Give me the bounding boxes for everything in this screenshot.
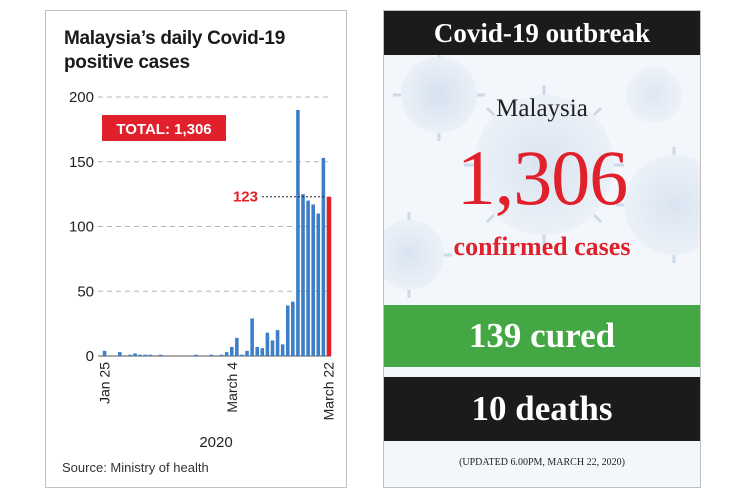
total-badge bbox=[102, 115, 226, 141]
bar bbox=[240, 354, 244, 356]
bar bbox=[311, 204, 315, 356]
bar bbox=[229, 346, 234, 356]
bar bbox=[291, 301, 295, 356]
x-tick-label: Jan 25 bbox=[97, 362, 113, 404]
bar bbox=[224, 352, 229, 356]
country-label: Malaysia bbox=[496, 95, 588, 122]
total-badge-label: TOTAL: 1,306 bbox=[116, 121, 211, 138]
bar bbox=[148, 354, 153, 356]
source-note: Source: Ministry of health bbox=[62, 460, 209, 475]
cured-banner: 139 cured bbox=[384, 305, 700, 367]
virus-background-illustration bbox=[384, 55, 700, 298]
bar bbox=[296, 109, 300, 356]
bar bbox=[219, 354, 224, 356]
bar-chart: 0 50 100 150 200 123 TOTAL: 1,306 Jan 25 March 4… bbox=[69, 89, 336, 451]
chart-title: Malaysia’s daily Covid-19 positive cases bbox=[64, 28, 285, 73]
bar bbox=[235, 337, 239, 356]
info-panel: Covid-19 outbreak Malaysia 1,306 confirm… bbox=[383, 10, 701, 488]
deaths-banner: 10 deaths bbox=[384, 377, 700, 441]
bar bbox=[143, 354, 148, 356]
chart-panel: Malaysia’s daily Covid-19 positive cases… bbox=[45, 10, 347, 488]
x-tick-label: March 4 bbox=[224, 362, 240, 413]
bar bbox=[275, 330, 280, 356]
bar bbox=[326, 196, 332, 356]
bar bbox=[250, 318, 254, 356]
outbreak-header: Covid-19 outbreak bbox=[384, 11, 700, 55]
bar bbox=[265, 332, 270, 356]
bar bbox=[133, 353, 137, 356]
y-tick-label: 200 bbox=[69, 89, 94, 106]
bar bbox=[128, 354, 132, 356]
bar bbox=[245, 350, 249, 356]
bar bbox=[306, 200, 310, 356]
y-tick-label: 100 bbox=[69, 219, 94, 236]
bar bbox=[260, 348, 265, 356]
y-tick-label: 50 bbox=[77, 283, 94, 300]
bar bbox=[138, 354, 142, 356]
bar bbox=[194, 354, 198, 356]
bar bbox=[118, 352, 122, 356]
bar bbox=[158, 354, 163, 356]
confirmed-cases-label: confirmed cases bbox=[453, 232, 631, 261]
y-tick-label: 0 bbox=[86, 348, 94, 365]
bar bbox=[301, 194, 305, 356]
bar bbox=[255, 346, 259, 356]
bar bbox=[270, 340, 275, 356]
x-tick-label: March 22 bbox=[320, 362, 336, 421]
bar bbox=[102, 350, 107, 356]
y-tick-label: 150 bbox=[69, 154, 94, 171]
bar bbox=[321, 157, 326, 356]
bar bbox=[209, 354, 214, 356]
total-cases-number: 1,306 bbox=[456, 134, 629, 221]
updated-timestamp: (UPDATED 6.00PM, MARCH 22, 2020) bbox=[459, 457, 625, 468]
x-axis-label: 2020 bbox=[199, 434, 232, 451]
bar bbox=[285, 305, 290, 356]
highlight-value-label: 123 bbox=[233, 189, 258, 206]
bar bbox=[280, 344, 285, 356]
bar bbox=[316, 213, 321, 356]
